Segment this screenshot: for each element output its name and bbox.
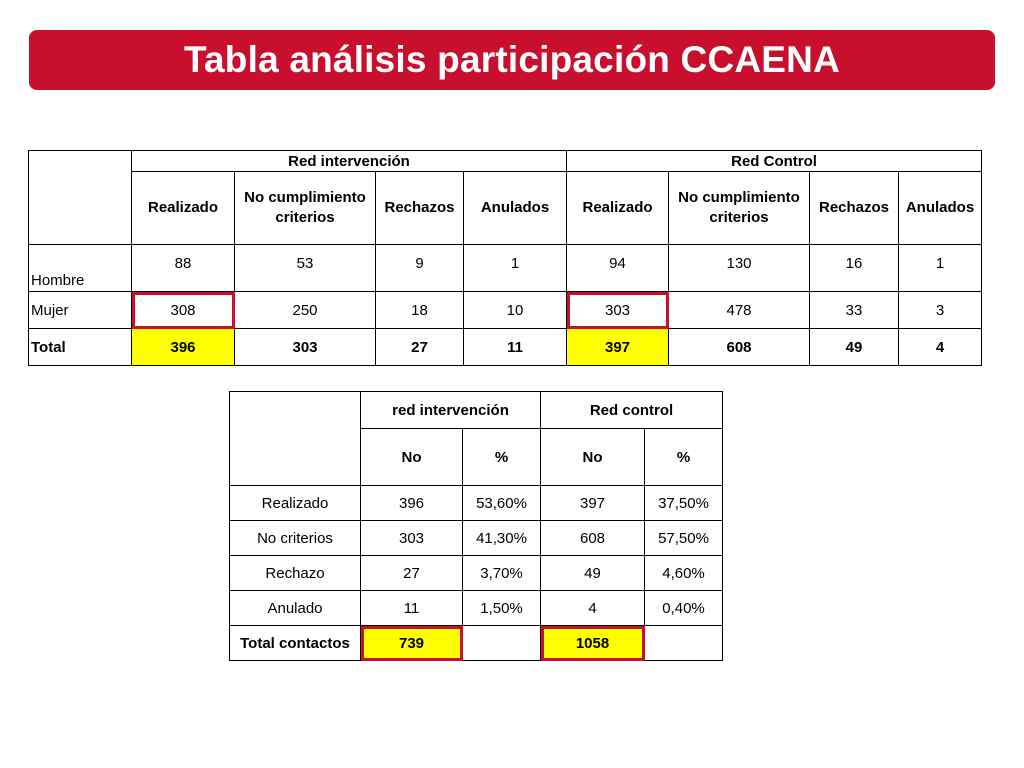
- table-cell: 27: [360, 555, 463, 591]
- table-cell-highlighted: 739: [360, 625, 463, 661]
- row-label: Mujer: [28, 291, 132, 329]
- row-label: Rechazo: [229, 555, 361, 591]
- table-cell: 18: [375, 291, 464, 329]
- table-cell-highlighted: 303: [566, 291, 670, 329]
- table-row: Hombre 88 53 9 1 94 130 16 1: [28, 244, 983, 292]
- table-header-row: Realizado No cumplimiento criterios Rech…: [29, 171, 983, 245]
- total-row: Total contactos 739 1058: [229, 625, 724, 661]
- table-header-row: No % No %: [230, 428, 724, 486]
- table-cell: 0,40%: [644, 590, 724, 626]
- column-header: %: [461, 428, 542, 486]
- row-label: Hombre: [28, 244, 132, 292]
- table-cell: 49: [540, 555, 646, 591]
- table-cell: 88: [131, 244, 235, 292]
- table-cell: 33: [809, 291, 900, 329]
- column-header: No: [540, 428, 646, 486]
- table-cell-highlighted: 1058: [540, 625, 646, 661]
- participation-table: Red intervención Red Control Realizado N…: [28, 150, 983, 366]
- row-label: Anulado: [229, 590, 361, 626]
- group-header-red-control: Red control: [540, 391, 724, 429]
- group-header-red-control: Red Control: [566, 150, 983, 172]
- column-header: Rechazos: [809, 171, 900, 245]
- table-cell: [644, 625, 724, 661]
- table-cell: 3,70%: [461, 555, 542, 591]
- total-row: Total 396 303 27 11 397 608 49 4: [28, 328, 983, 366]
- table-header-row: Red intervención Red Control: [28, 150, 983, 245]
- column-header: %: [644, 428, 724, 486]
- empty-corner-cell: [229, 391, 361, 486]
- table-cell: 303: [234, 328, 376, 366]
- table-cell: 9: [375, 244, 464, 292]
- row-label: Realizado: [229, 485, 361, 521]
- table-cell: 53,60%: [461, 485, 542, 521]
- table-cell: 37,50%: [644, 485, 724, 521]
- column-header: Anulados: [898, 171, 983, 245]
- table-header-row: red intervención Red control: [229, 391, 724, 486]
- table-cell: 16: [809, 244, 900, 292]
- empty-corner-cell: [28, 150, 132, 245]
- column-header: No: [360, 428, 463, 486]
- table-cell: 1: [898, 244, 983, 292]
- table-cell: 130: [668, 244, 811, 292]
- table-cell: 41,30%: [461, 520, 542, 556]
- table-cell: 303: [360, 520, 463, 556]
- table-cell-yellow: 397: [566, 328, 670, 366]
- table-cell: 53: [234, 244, 376, 292]
- column-header: No cumplimiento criterios: [234, 171, 376, 245]
- row-label: Total contactos: [229, 625, 361, 661]
- table-row: Mujer 308 250 18 10 303 478 33 3: [28, 291, 983, 329]
- table-row: No criterios 303 41,30% 608 57,50%: [229, 520, 724, 556]
- row-label: Total: [28, 328, 132, 366]
- title-banner: Tabla análisis participación CCAENA: [29, 30, 995, 90]
- table-cell: 250: [234, 291, 376, 329]
- table-cell: 608: [540, 520, 646, 556]
- table-cell-highlighted: 308: [131, 291, 235, 329]
- table-cell-yellow: 396: [131, 328, 235, 366]
- table-row: Realizado 396 53,60% 397 37,50%: [229, 485, 724, 521]
- summary-table: red intervención Red control No % No % R…: [229, 391, 724, 661]
- table-cell: 1: [462, 244, 568, 292]
- column-header: Realizado: [566, 171, 670, 245]
- table-cell: 11: [462, 328, 568, 366]
- column-header: Anulados: [462, 171, 568, 245]
- table-cell: 397: [540, 485, 646, 521]
- column-header: No cumplimiento criterios: [668, 171, 811, 245]
- row-label: No criterios: [229, 520, 361, 556]
- table-cell: 11: [360, 590, 463, 626]
- table-cell: 57,50%: [644, 520, 724, 556]
- group-header-red-intervencion: red intervención: [359, 391, 542, 429]
- table-cell: 3: [898, 291, 983, 329]
- slide-title: Tabla análisis participación CCAENA: [183, 39, 841, 80]
- table-cell: 94: [566, 244, 670, 292]
- table-row: Rechazo 27 3,70% 49 4,60%: [229, 555, 724, 591]
- table-cell: [461, 625, 542, 661]
- table-cell: 1,50%: [461, 590, 542, 626]
- table-cell: 4,60%: [644, 555, 724, 591]
- table-cell: 4: [898, 328, 983, 366]
- column-header: Rechazos: [375, 171, 464, 245]
- table-cell: 27: [375, 328, 464, 366]
- table-cell: 608: [668, 328, 811, 366]
- group-header-red-intervencion: Red intervención: [130, 150, 568, 172]
- table-cell: 10: [462, 291, 568, 329]
- table-cell: 49: [809, 328, 900, 366]
- table-row: Anulado 11 1,50% 4 0,40%: [229, 590, 724, 626]
- column-header: Realizado: [131, 171, 235, 245]
- table-cell: 4: [540, 590, 646, 626]
- table-cell: 396: [360, 485, 463, 521]
- table-cell: 478: [668, 291, 811, 329]
